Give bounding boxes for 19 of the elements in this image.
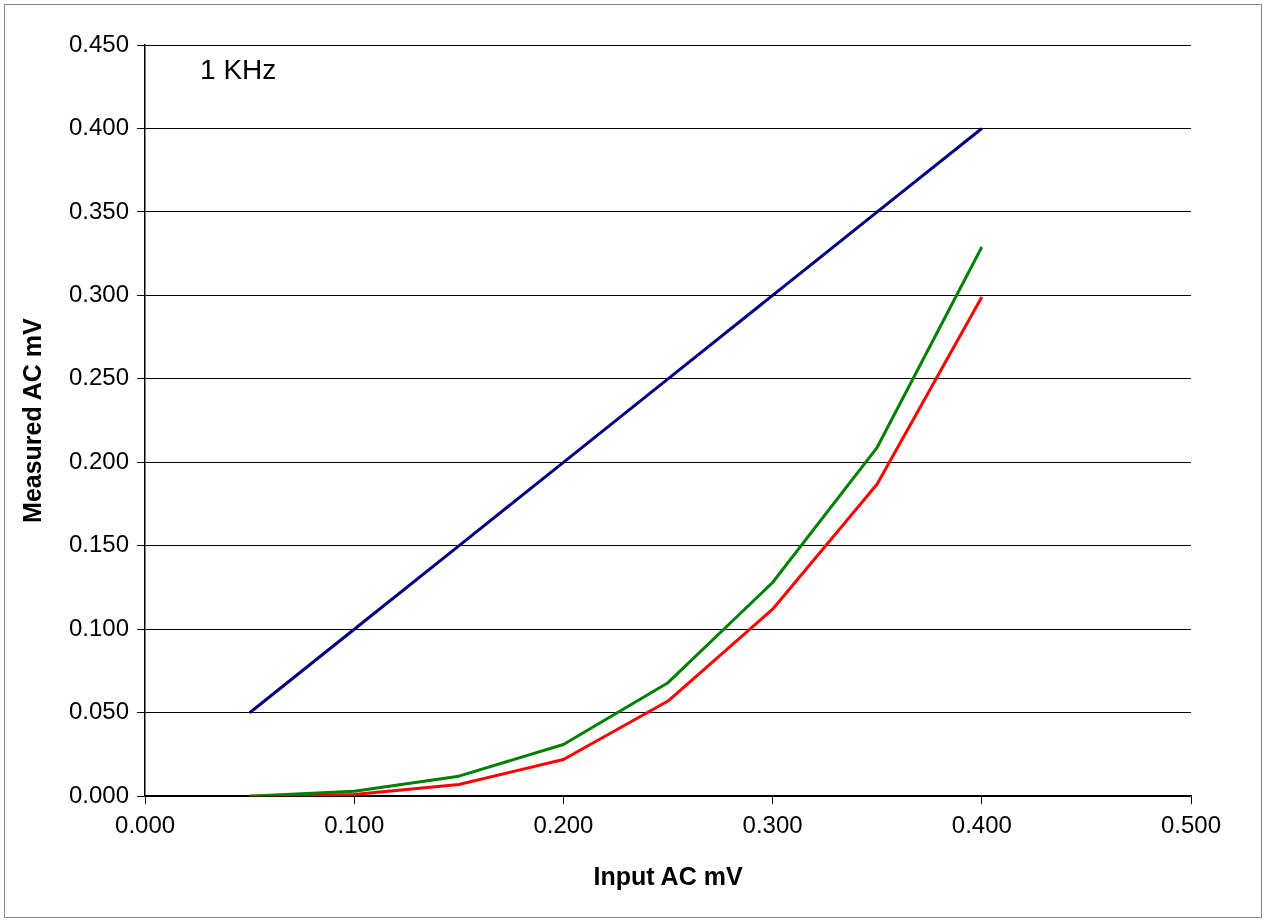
x-tick-label: 0.000 [115, 811, 176, 839]
y-tick-label: 0.000 [69, 780, 130, 808]
x-tick-label: 0.100 [324, 811, 385, 839]
x-tick-label: 0.400 [951, 811, 1012, 839]
y-tick-label: 0.450 [69, 29, 130, 57]
y-tick-label: 0.350 [69, 196, 130, 224]
annotation: 1 KHz [200, 53, 277, 85]
y-tick-label: 0.150 [69, 530, 130, 558]
y-tick-label: 0.250 [69, 363, 130, 391]
x-tick-label: 0.200 [533, 811, 594, 839]
y-tick-label: 0.300 [69, 280, 130, 308]
y-tick-label: 0.200 [69, 446, 130, 474]
x-tick-label: 0.300 [742, 811, 803, 839]
y-tick-label: 0.050 [69, 697, 130, 725]
y-tick-label: 0.100 [69, 613, 130, 641]
x-tick-label: 0.500 [1160, 811, 1222, 839]
x-axis-title: Input AC mV [593, 861, 743, 890]
y-axis-title: Measured AC mV [17, 317, 46, 523]
y-tick-label: 0.400 [69, 113, 130, 141]
